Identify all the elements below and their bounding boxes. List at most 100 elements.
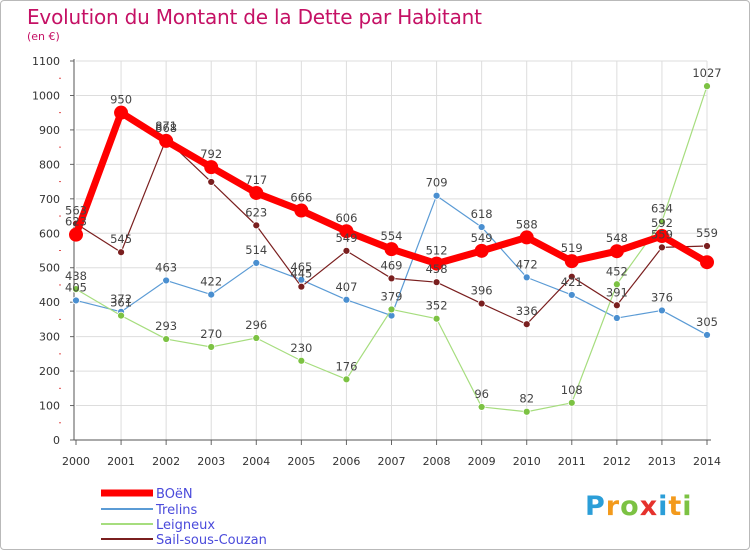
data-label-leigneux: 379 — [381, 289, 403, 303]
data-point-sail-sous-couzan — [658, 243, 666, 252]
data-point-sail-sous-couzan — [612, 301, 621, 310]
data-label-sail-sous-couzan: 549 — [335, 231, 357, 245]
data-label-trelins: 405 — [65, 280, 87, 294]
data-label-sail-sous-couzan: 469 — [381, 258, 403, 272]
data-point-leigneux — [117, 311, 125, 320]
data-label-trelins: 618 — [471, 207, 493, 221]
data-point-leigneux — [342, 375, 351, 384]
data-point-bo-n — [429, 256, 444, 271]
data-point-bo-n — [339, 224, 354, 239]
data-label-sail-sous-couzan: 445 — [290, 267, 312, 281]
y-tick-label: 600 — [39, 227, 60, 240]
data-label-leigneux: 176 — [335, 359, 357, 373]
data-point-bo-n — [609, 244, 624, 259]
data-label-bo-n: 868 — [155, 121, 177, 135]
x-tick-label: 2005 — [287, 455, 315, 468]
y-tick-label: 800 — [39, 158, 60, 171]
data-point-sail-sous-couzan — [297, 282, 306, 291]
data-point-trelins — [72, 296, 80, 305]
chart-title: Evolution du Montant de la Dette par Hab… — [27, 5, 482, 29]
data-label-trelins: 305 — [696, 315, 718, 329]
data-point-leigneux — [567, 398, 576, 407]
data-label-leigneux: 352 — [426, 299, 448, 313]
data-label-trelins: 465 — [290, 260, 312, 274]
data-point-sail-sous-couzan — [342, 246, 351, 255]
data-label-leigneux: 108 — [561, 383, 583, 397]
data-point-leigneux — [658, 217, 666, 226]
data-point-leigneux — [387, 305, 396, 314]
data-point-bo-n — [700, 255, 714, 270]
data-label-sail-sous-couzan: 559 — [696, 226, 718, 240]
data-point-leigneux — [297, 356, 306, 365]
data-label-trelins: 376 — [651, 290, 673, 304]
data-point-sail-sous-couzan — [117, 248, 125, 257]
x-tick-label: 2012 — [603, 455, 631, 468]
data-labels: 623 950 868 792 717 666 606 554 512 549 588 519 548 5… — [65, 66, 722, 406]
data-label-bo-n: 554 — [381, 229, 403, 243]
data-point-bo-n — [159, 133, 174, 148]
x-tick-label: 2007 — [378, 455, 406, 468]
data-point-trelins — [658, 306, 666, 315]
data-point-bo-n — [654, 229, 669, 244]
data-point-trelins — [252, 259, 261, 267]
data-label-trelins: 407 — [335, 280, 357, 294]
data-label-leigneux: 1027 — [692, 66, 721, 80]
data-point-trelins — [477, 223, 486, 231]
data-point-sail-sous-couzan — [387, 274, 396, 283]
data-label-bo-n: 548 — [606, 231, 628, 245]
x-tick-label: 2002 — [152, 455, 180, 468]
data-point-bo-n — [69, 227, 83, 242]
data-label-sail-sous-couzan: 458 — [426, 262, 448, 276]
x-tick-label: 2010 — [513, 455, 541, 468]
data-label-trelins: 472 — [516, 257, 538, 271]
y-tick-label: 700 — [39, 193, 60, 206]
data-label-leigneux: 452 — [606, 264, 628, 278]
data-point-bo-n — [474, 243, 489, 258]
data-point-sail-sous-couzan — [567, 272, 576, 281]
data-point-leigneux — [477, 403, 486, 411]
data-point-sail-sous-couzan — [252, 221, 261, 230]
data-point-trelins — [432, 191, 441, 200]
x-tick-label: 2000 — [62, 455, 90, 468]
y-tick-label: 900 — [39, 124, 60, 137]
x-tick-label: 2014 — [693, 455, 721, 468]
data-label-leigneux: 634 — [651, 202, 673, 216]
data-label-leigneux: 438 — [65, 269, 87, 283]
data-point-bo-n — [384, 242, 399, 257]
data-label-trelins: 463 — [155, 260, 177, 274]
data-point-trelins — [342, 295, 351, 304]
x-tick-label: 2013 — [648, 455, 676, 468]
data-label-sail-sous-couzan: 559 — [651, 227, 673, 241]
data-point-leigneux — [72, 285, 80, 293]
y-tick-label: 1100 — [32, 55, 60, 68]
data-label-bo-n: 717 — [245, 173, 267, 187]
x-tick-label: 2003 — [197, 455, 225, 468]
data-label-sail-sous-couzan: 623 — [245, 205, 267, 219]
data-point-leigneux — [703, 82, 711, 91]
x-tick-label: 2009 — [468, 455, 496, 468]
data-label-trelins: 709 — [426, 176, 448, 190]
data-point-sail-sous-couzan — [207, 178, 216, 186]
data-point-bo-n — [114, 105, 129, 120]
grid-lines — [76, 60, 708, 440]
x-tick-label: 2008 — [423, 455, 451, 468]
data-label-leigneux: 270 — [200, 327, 222, 341]
y-tick-label: 200 — [39, 365, 60, 378]
data-label-sail-sous-couzan: 871 — [155, 119, 177, 133]
data-label-sail-sous-couzan: 545 — [110, 232, 132, 246]
data-point-leigneux — [432, 314, 441, 323]
x-tick-label: 2006 — [332, 455, 360, 468]
axes: 0 100 200 300 400 500 600 700 800 900 1000 1100 2000… — [32, 55, 721, 468]
y-tick-label: 1000 — [32, 89, 60, 102]
data-point-leigneux — [612, 280, 621, 289]
data-label-bo-n: 592 — [651, 216, 673, 230]
data-point-trelins — [567, 291, 576, 299]
data-label-leigneux: 361 — [110, 296, 132, 310]
data-label-bo-n: 950 — [110, 93, 132, 107]
data-point-leigneux — [252, 334, 261, 342]
chart-subtitle: (en €) — [27, 30, 60, 43]
data-label-leigneux: 96 — [474, 387, 489, 401]
data-label-leigneux: 293 — [155, 319, 177, 333]
